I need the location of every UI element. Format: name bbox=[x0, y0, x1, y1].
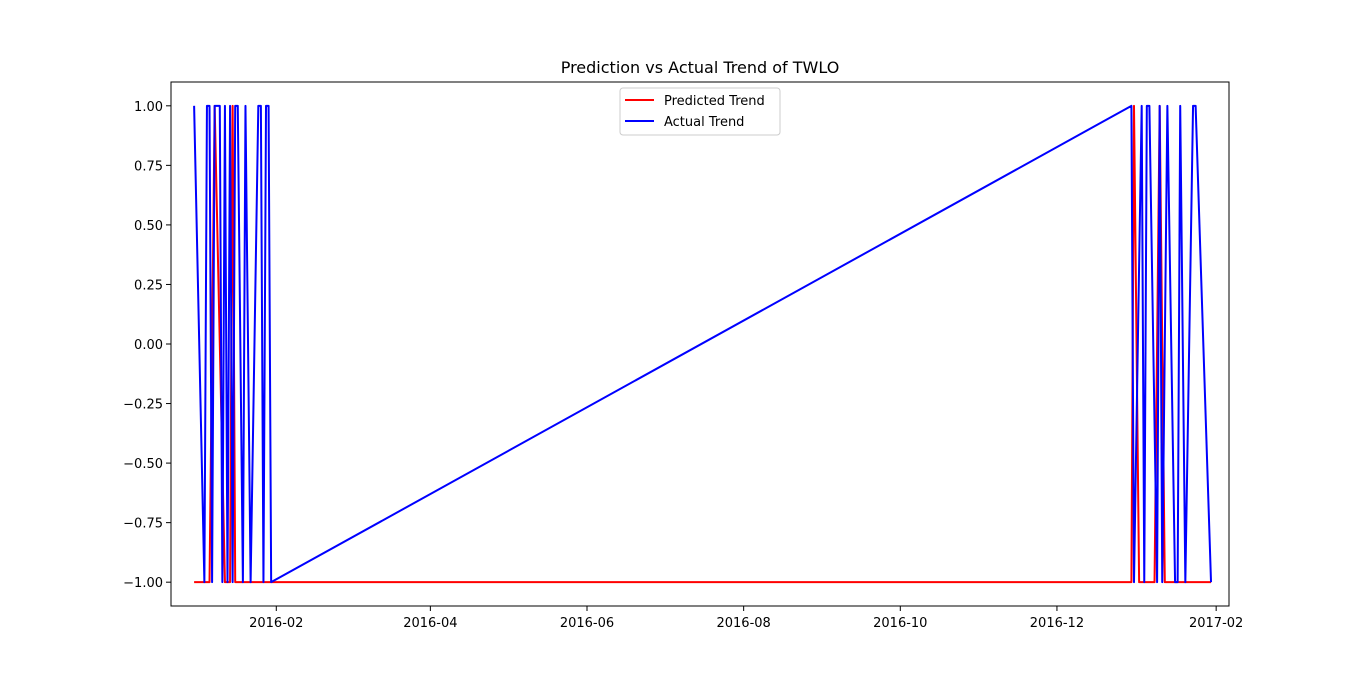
x-tick-label: 2016-08 bbox=[716, 616, 770, 631]
y-tick-label: 0.75 bbox=[134, 159, 163, 174]
y-tick-label: 0.50 bbox=[134, 219, 163, 234]
axes: 1.00 0.75 0.50 0.25 0.00 −0.25 −0.50 −0.75 −1.00… bbox=[123, 81, 1243, 631]
legend-label: Predicted Trend bbox=[664, 94, 765, 109]
legend-label: Actual Trend bbox=[664, 115, 744, 130]
chart-title: Prediction vs Actual Trend of TWLO bbox=[561, 58, 840, 77]
legend-box bbox=[619, 87, 781, 136]
y-tick-label: −0.75 bbox=[123, 517, 163, 532]
plot-area bbox=[193, 104, 1213, 584]
legend: Predicted Trend Actual Trend bbox=[619, 87, 781, 136]
y-tick-label: 0.00 bbox=[134, 338, 163, 353]
y-tick-label: −0.50 bbox=[123, 457, 163, 472]
x-tick-label: 2016-06 bbox=[560, 616, 614, 631]
x-tick-label: 2017-02 bbox=[1189, 616, 1243, 631]
y-tick-label: −1.00 bbox=[123, 576, 163, 591]
series-line-actual bbox=[193, 104, 1213, 584]
x-tick-label: 2016-02 bbox=[249, 616, 303, 631]
y-tick-label: 1.00 bbox=[134, 100, 163, 115]
x-tick-label: 2016-10 bbox=[873, 616, 927, 631]
y-tick-label: −0.25 bbox=[123, 398, 163, 413]
y-tick-label: 0.25 bbox=[134, 278, 163, 293]
x-tick-label: 2016-04 bbox=[403, 616, 457, 631]
x-tick-label: 2016-12 bbox=[1030, 616, 1084, 631]
